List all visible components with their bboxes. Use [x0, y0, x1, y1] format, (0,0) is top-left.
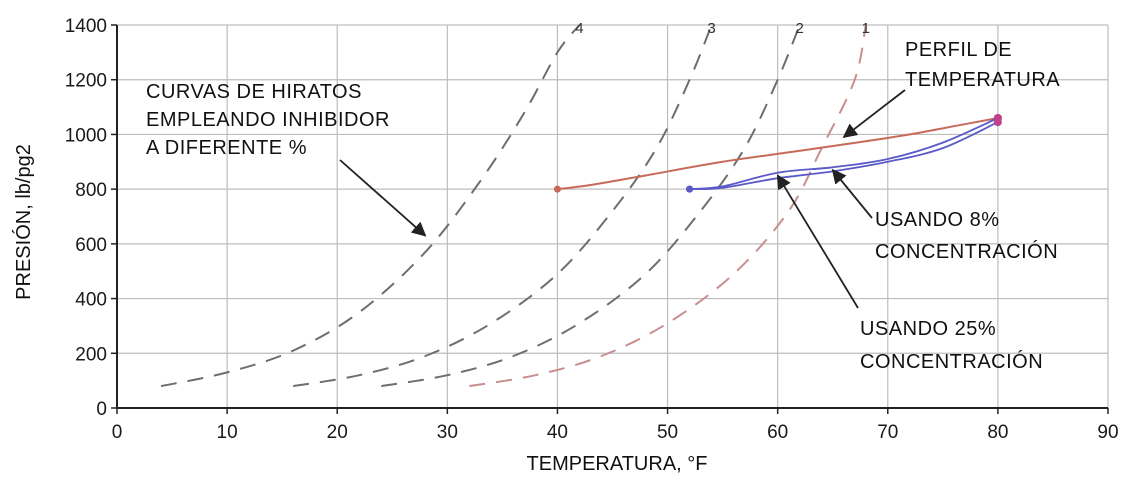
series-end-point	[993, 118, 1002, 127]
annotation-usando8-line2: CONCENTRACIÓN	[875, 240, 1058, 263]
axes	[111, 24, 1109, 414]
series-temperature_profile	[557, 117, 999, 191]
x-tick-label: 10	[217, 422, 238, 443]
tick-labels: 0 10 20 30 40 50 60 70 80 90 0 200 400 600 800 1000 1200…	[65, 16, 1119, 443]
series-start-point	[553, 185, 561, 193]
x-tick-label: 20	[327, 422, 348, 443]
arrow-curvas	[339, 159, 427, 237]
y-tick-label: 200	[75, 344, 107, 365]
arrow-usando8	[831, 168, 873, 219]
hydrate-curve-4	[160, 24, 581, 388]
y-tick-label: 800	[75, 180, 107, 201]
y-tick-label: 1400	[65, 16, 107, 37]
arrow-perfil	[842, 89, 906, 139]
annotation-curvas-line3: A DIFERENTE %	[146, 137, 307, 159]
y-tick-label: 1200	[65, 71, 107, 92]
x-tick-label: 30	[437, 422, 458, 443]
x-tick-label: 70	[877, 422, 898, 443]
annotation-curvas-line2: EMPLEANDO INHIBIDOR	[146, 109, 390, 131]
annotation-arrows	[339, 89, 906, 309]
series-usando_8	[689, 117, 999, 190]
x-tick-label: 80	[987, 422, 1008, 443]
annotation-usando25-line2: CONCENTRACIÓN	[860, 350, 1043, 373]
y-tick-label: 400	[75, 290, 107, 311]
curve-label-2: 2	[796, 20, 804, 37]
y-tick-label: 1000	[65, 125, 107, 146]
series-lines	[160, 24, 1002, 388]
annotation-perfil-line1: PERFIL DE	[905, 39, 1012, 61]
hydrate-curve-3	[293, 24, 713, 388]
x-tick-label: 90	[1097, 422, 1118, 443]
x-tick-label: 50	[657, 422, 678, 443]
series-usando_25	[689, 121, 999, 190]
curve-number-labels: 4 3 2 1	[575, 20, 870, 37]
x-tick-label: 40	[547, 422, 568, 443]
curve-label-4: 4	[575, 20, 583, 37]
hydrate-curve-2	[381, 24, 801, 388]
annotation-usando8-line1: USANDO 8%	[875, 209, 1000, 231]
y-tick-label: 600	[75, 235, 107, 256]
series-start-point	[686, 185, 694, 193]
y-axis-title: PRESIÓN, lb/pg2	[12, 144, 35, 300]
x-tick-label: 0	[112, 422, 123, 443]
grid-lines	[117, 24, 1109, 408]
curve-label-1: 1	[862, 20, 870, 37]
hydrate-curve-1	[469, 24, 867, 388]
annotation-curvas-line1: CURVAS DE HIRATOS	[146, 81, 362, 103]
y-tick-label: 0	[96, 399, 107, 420]
annotation-perfil-line2: TEMPERATURA	[905, 69, 1060, 91]
arrow-usando25	[776, 174, 859, 309]
x-tick-label: 60	[767, 422, 788, 443]
annotation-usando25-line1: USANDO 25%	[860, 318, 996, 340]
x-axis-title: TEMPERATURA, °F	[527, 453, 708, 475]
curve-label-3: 3	[707, 20, 715, 37]
